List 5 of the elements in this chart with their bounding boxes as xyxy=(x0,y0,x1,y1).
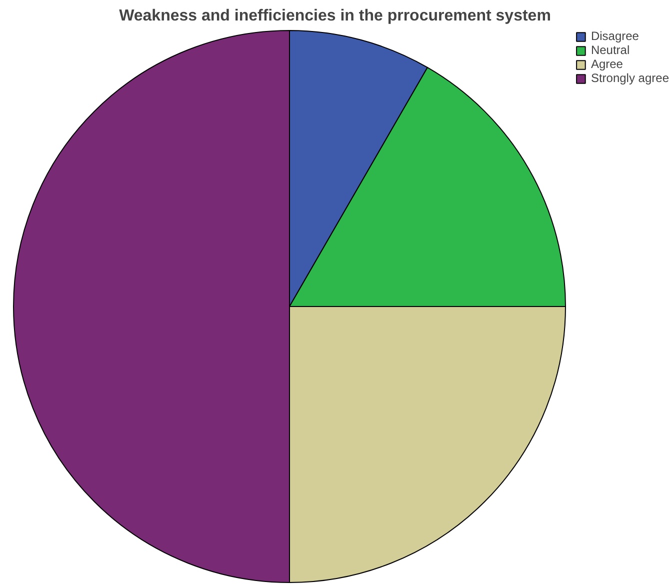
legend-label: Neutral xyxy=(590,43,630,57)
chart-title: Weakness and inefficiencies in the prrocurement system xyxy=(119,8,551,24)
legend-label: Agree xyxy=(590,57,623,71)
legend-label: Strongly agree xyxy=(590,71,669,85)
legend-label: Disagree xyxy=(590,29,639,43)
